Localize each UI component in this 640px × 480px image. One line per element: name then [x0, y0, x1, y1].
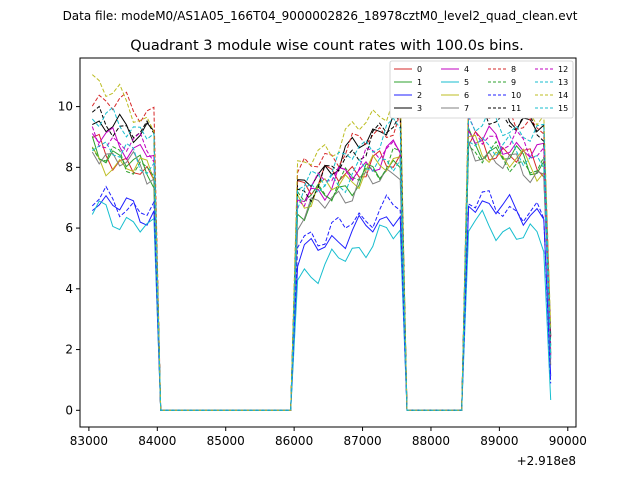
legend-label-2: 2	[417, 91, 422, 100]
data-file-label: Data file: modeM0/AS1A05_166T04_90000028…	[63, 9, 578, 23]
x-tick-label: 86000	[275, 434, 313, 448]
x-tick-label: 84000	[138, 434, 176, 448]
y-axis: 0 2 4 6 8 10	[58, 100, 80, 417]
legend-label-6: 6	[464, 91, 469, 100]
legend-label-5: 5	[464, 78, 469, 87]
legend-label-1: 1	[417, 78, 422, 87]
x-tick-label: 87000	[343, 434, 381, 448]
x-tick-label: 85000	[207, 434, 245, 448]
legend-label-14: 14	[558, 91, 568, 100]
series-line-15	[91, 106, 552, 411]
x-tick-label: 90000	[549, 434, 587, 448]
y-tick-label: 6	[65, 221, 73, 235]
legend-frame	[389, 60, 574, 119]
legend-label-8: 8	[511, 65, 516, 74]
x-tick-label: 89000	[480, 434, 518, 448]
y-tick-label: 4	[65, 282, 73, 296]
legend-label-11: 11	[511, 104, 521, 113]
legend-label-12: 12	[558, 65, 568, 74]
legend-label-7: 7	[464, 104, 469, 113]
legend-label-15: 15	[558, 104, 568, 113]
y-tick-label: 8	[65, 160, 73, 174]
y-tick-label: 0	[65, 403, 73, 417]
x-tick-label: 88000	[412, 434, 450, 448]
legend-label-13: 13	[558, 78, 568, 87]
y-tick-label: 10	[58, 100, 73, 114]
legend-label-0: 0	[417, 65, 422, 74]
y-tick-label: 2	[65, 343, 73, 357]
x-axis: 83000 84000 85000 86000 87000 88000 89000 90000	[70, 427, 587, 448]
legend-label-9: 9	[511, 78, 516, 87]
legend-label-3: 3	[417, 104, 422, 113]
x-tick-label: 83000	[70, 434, 108, 448]
x-offset-label: +2.918e8	[517, 454, 576, 468]
legend-label-10: 10	[511, 91, 521, 100]
legend-label-4: 4	[464, 65, 469, 74]
chart-title: Quadrant 3 module wise count rates with …	[130, 38, 524, 54]
axes-frame	[79, 57, 577, 428]
